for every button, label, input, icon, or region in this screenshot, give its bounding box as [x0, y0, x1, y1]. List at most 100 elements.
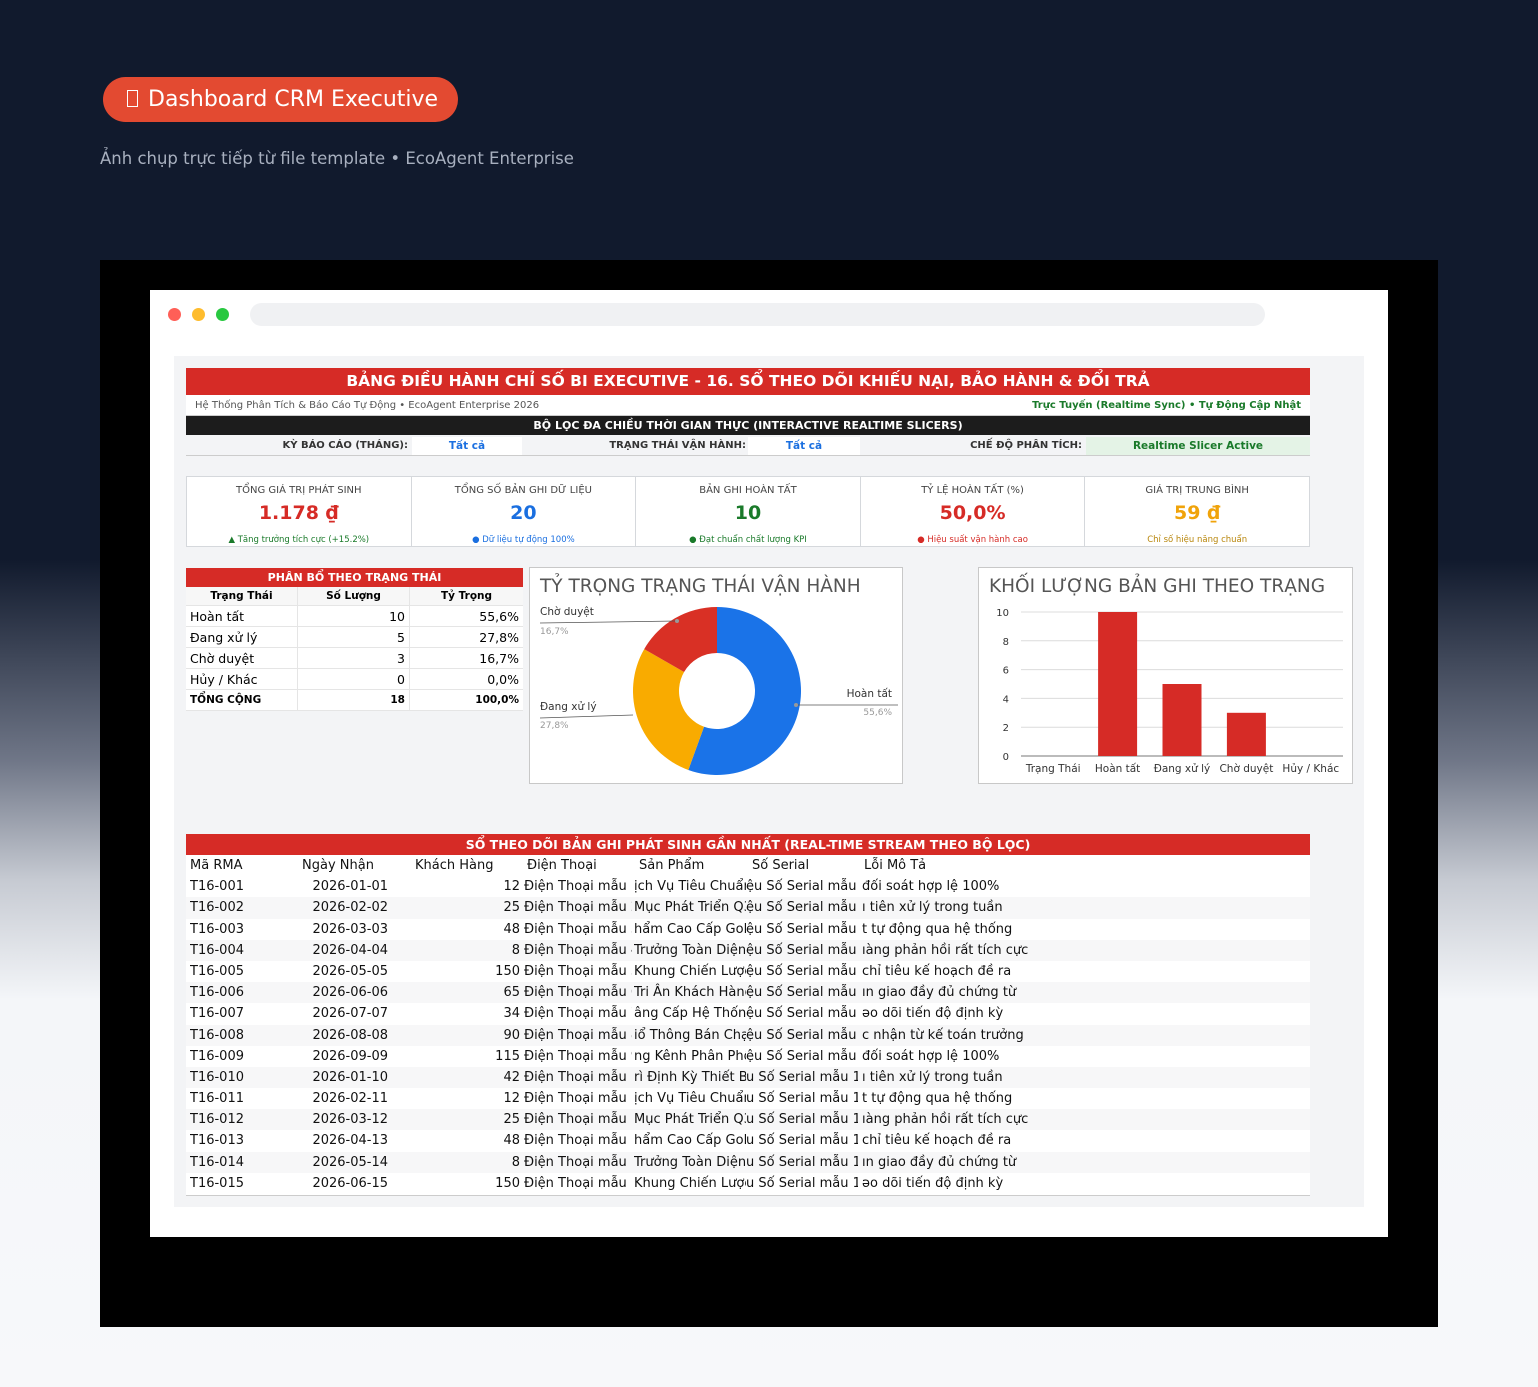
- minimize-window-button[interactable]: [192, 308, 205, 321]
- sheet-title: BẢNG ĐIỀU HÀNH CHỈ SỐ BI EXECUTIVE - 16.…: [186, 368, 1310, 395]
- table-cell: 55,6%: [479, 609, 519, 624]
- column-header[interactable]: Khách Hàng: [415, 858, 494, 873]
- table-cell: ın giao đầy đủ chứng từ: [862, 1154, 1017, 1170]
- kpi-card: TỔNG SỐ BẢN GHI DỮ LIỆU 20 ● Dữ liệu tự độ…: [412, 477, 637, 546]
- close-window-button[interactable]: [168, 308, 181, 321]
- table-cell: T16-009: [190, 1048, 244, 1064]
- table-cell: 8: [511, 1154, 520, 1170]
- table-row[interactable]: T16-006 2026-06-06 65 Điện Thoại mẫu 6 Tri Â…: [186, 982, 1310, 1004]
- filter-divider: [186, 455, 1310, 456]
- donut-slice[interactable]: [633, 649, 705, 770]
- kpi-label: TỔNG SỐ BẢN GHI DỮ LIỆU: [454, 485, 592, 496]
- table-cell: 16,7%: [479, 651, 519, 666]
- period-filter-select[interactable]: Tất cả: [412, 437, 522, 455]
- column-header[interactable]: Số Serial: [752, 858, 810, 873]
- kpi-value: 1.178 ₫: [258, 502, 339, 524]
- column-header[interactable]: Lỗi Mô Tả: [864, 858, 927, 873]
- table-cell: chỉ tiêu kế hoạch đề ra: [862, 1133, 1012, 1149]
- kpi-label: TỔNG GIÁ TRỊ PHÁT SINH: [236, 485, 362, 496]
- table-cell: 2026-07-07: [312, 1006, 388, 1022]
- maximize-window-button[interactable]: [216, 308, 229, 321]
- bar[interactable]: [1098, 612, 1138, 756]
- column-header[interactable]: Mã RMA: [190, 858, 243, 873]
- table-cell: iổ Thông Bán Chạy: [634, 1027, 746, 1043]
- chart-title: KHỐI LƯỢNG BẢN GHI THEO TRẠNG: [989, 576, 1326, 597]
- bar-svg: 0 2 4 6 8 10 Trạng Thái Hoàn tất Đang xử lý Chờ d…: [996, 608, 1343, 775]
- sync-status: Trực Tuyến (Realtime Sync) • Tự Động Cập…: [1032, 400, 1301, 411]
- stream-title: SỔ THEO DÕI BẢN GHI PHÁT SINH GẦN NHẤT (…: [186, 834, 1310, 855]
- table-cell: 2026-01-01: [312, 879, 388, 895]
- column-header[interactable]: Sản Phẩm: [639, 858, 705, 873]
- kpi-note: ● Đạt chuẩn chất lượng KPI: [689, 535, 807, 545]
- label-cho-duyet: Chờ duyệt: [540, 606, 594, 618]
- table-cell: Điện Thoại mẫu 5: [524, 963, 632, 979]
- donut-chart[interactable]: TỶ TRỌNG TRẠNG THÁI VẬN HÀNH Chờ duyệt 1…: [529, 567, 903, 784]
- table-cell: T16-014: [190, 1154, 244, 1170]
- table-cell: ı tiên xử lý trong tuần: [862, 1069, 1003, 1085]
- table-cell: Điện Thoại mẫu 13: [524, 1133, 632, 1149]
- bar[interactable]: [1162, 684, 1202, 756]
- table-cell: t tự động qua hệ thống: [862, 1091, 1013, 1107]
- table-cell: T16-001: [190, 879, 244, 895]
- table-cell: T16-010: [190, 1069, 244, 1085]
- donut-slice[interactable]: [688, 607, 801, 775]
- address-bar[interactable]: [250, 303, 1265, 326]
- table-row[interactable]: T16-004 2026-04-04 8 Điện Thoại mẫu 4 Trưởng…: [186, 939, 1310, 961]
- table-row[interactable]: T16-007 2026-07-07 34 Điện Thoại mẫu 7 âng C…: [186, 1003, 1310, 1024]
- table-cell: əo dõi tiến độ định kỳ: [862, 1175, 1004, 1191]
- table-cell: ıàng phản hồi rất tích cực: [862, 1112, 1029, 1128]
- mode-value[interactable]: Realtime Slicer Active: [1086, 437, 1310, 455]
- table-cell: Trưởng Toàn Diện: [634, 942, 746, 958]
- table-cell: 48: [503, 1133, 520, 1149]
- table-cell: Điện Thoại mẫu 14: [524, 1154, 632, 1170]
- kpi-value: 20: [510, 502, 537, 524]
- bar-chart[interactable]: KHỐI LƯỢNG BẢN GHI THEO TRẠNG 0 2 4 6 8 10 Trạ…: [978, 567, 1353, 784]
- table-row[interactable]: T16-003 2026-03-03 48 Điện Thoại mẫu 3 hẩm C…: [186, 919, 1310, 940]
- table-cell: 2026-02-02: [312, 900, 388, 916]
- table-row[interactable]: T16-009 2026-09-09 115 Điện Thoại mẫu 9 ng K…: [186, 1046, 1310, 1067]
- column-header[interactable]: Ngày Nhận: [302, 858, 374, 873]
- table-cell: 2026-05-05: [312, 963, 388, 979]
- table-row[interactable]: T16-001 2026-01-01 12 Điện Thoại mẫu 1 ịch V…: [186, 876, 1310, 897]
- table-cell: 5: [298, 627, 410, 647]
- chart-title: TỶ TRỌNG TRẠNG THÁI VẬN HÀNH: [540, 576, 861, 597]
- leader-dot: [794, 703, 798, 707]
- table-cell: 150: [495, 963, 520, 979]
- table-cell: 65: [503, 985, 520, 1001]
- document-icon: [127, 90, 138, 107]
- table-cell: T16-013: [190, 1133, 244, 1149]
- table-cell: âng Cấp Hệ Thống: [634, 1006, 746, 1022]
- donut-slice[interactable]: [644, 607, 717, 673]
- table-cell: t tự động qua hệ thống: [862, 921, 1013, 937]
- table-cell: Điện Thoại mẫu 10: [524, 1069, 632, 1085]
- kpi-note: ● Hiệu suất vận hành cao: [917, 535, 1028, 545]
- table-cell: Hoàn tất: [186, 606, 298, 626]
- bar[interactable]: [1226, 712, 1266, 756]
- table-cell: ệu Số Serial mẫu 5: [746, 963, 858, 979]
- label-dang-xu-ly: Đang xử lý: [540, 701, 597, 713]
- y-tick-label: 8: [1003, 637, 1009, 648]
- status-filter-select[interactable]: Tất cả: [748, 437, 860, 455]
- table-cell: ệu Số Serial mẫu 7: [746, 1006, 858, 1022]
- table-cell: T16-006: [190, 985, 244, 1001]
- kpi-label: GIÁ TRỊ TRUNG BÌNH: [1145, 485, 1249, 496]
- table-row[interactable]: T16-008 2026-08-08 90 Điện Thoại mẫu 8 iổ Th…: [186, 1024, 1310, 1046]
- table-cell: T16-012: [190, 1112, 244, 1128]
- table-cell: 2026-05-14: [312, 1154, 388, 1170]
- table-row[interactable]: T16-005 2026-05-05 150 Điện Thoại mẫu 5 Khun…: [186, 961, 1310, 982]
- column-header[interactable]: Điện Thoại: [527, 858, 597, 873]
- table-cell: ệu Số Serial mẫu 2: [746, 900, 858, 916]
- table-cell: 10: [298, 606, 410, 626]
- table-cell: TỔNG CỘNG: [186, 690, 298, 710]
- table-row: Đang xử lý 5 27,8%: [186, 627, 523, 648]
- table-cell: Mục Phát Triển Q3: [634, 1112, 746, 1128]
- table-row[interactable]: T16-002 2026-02-02 25 Điện Thoại mẫu 2 Mục P…: [186, 897, 1310, 919]
- label-hoan-tat: Hoàn tất: [847, 688, 892, 700]
- table-cell: 18: [298, 690, 410, 710]
